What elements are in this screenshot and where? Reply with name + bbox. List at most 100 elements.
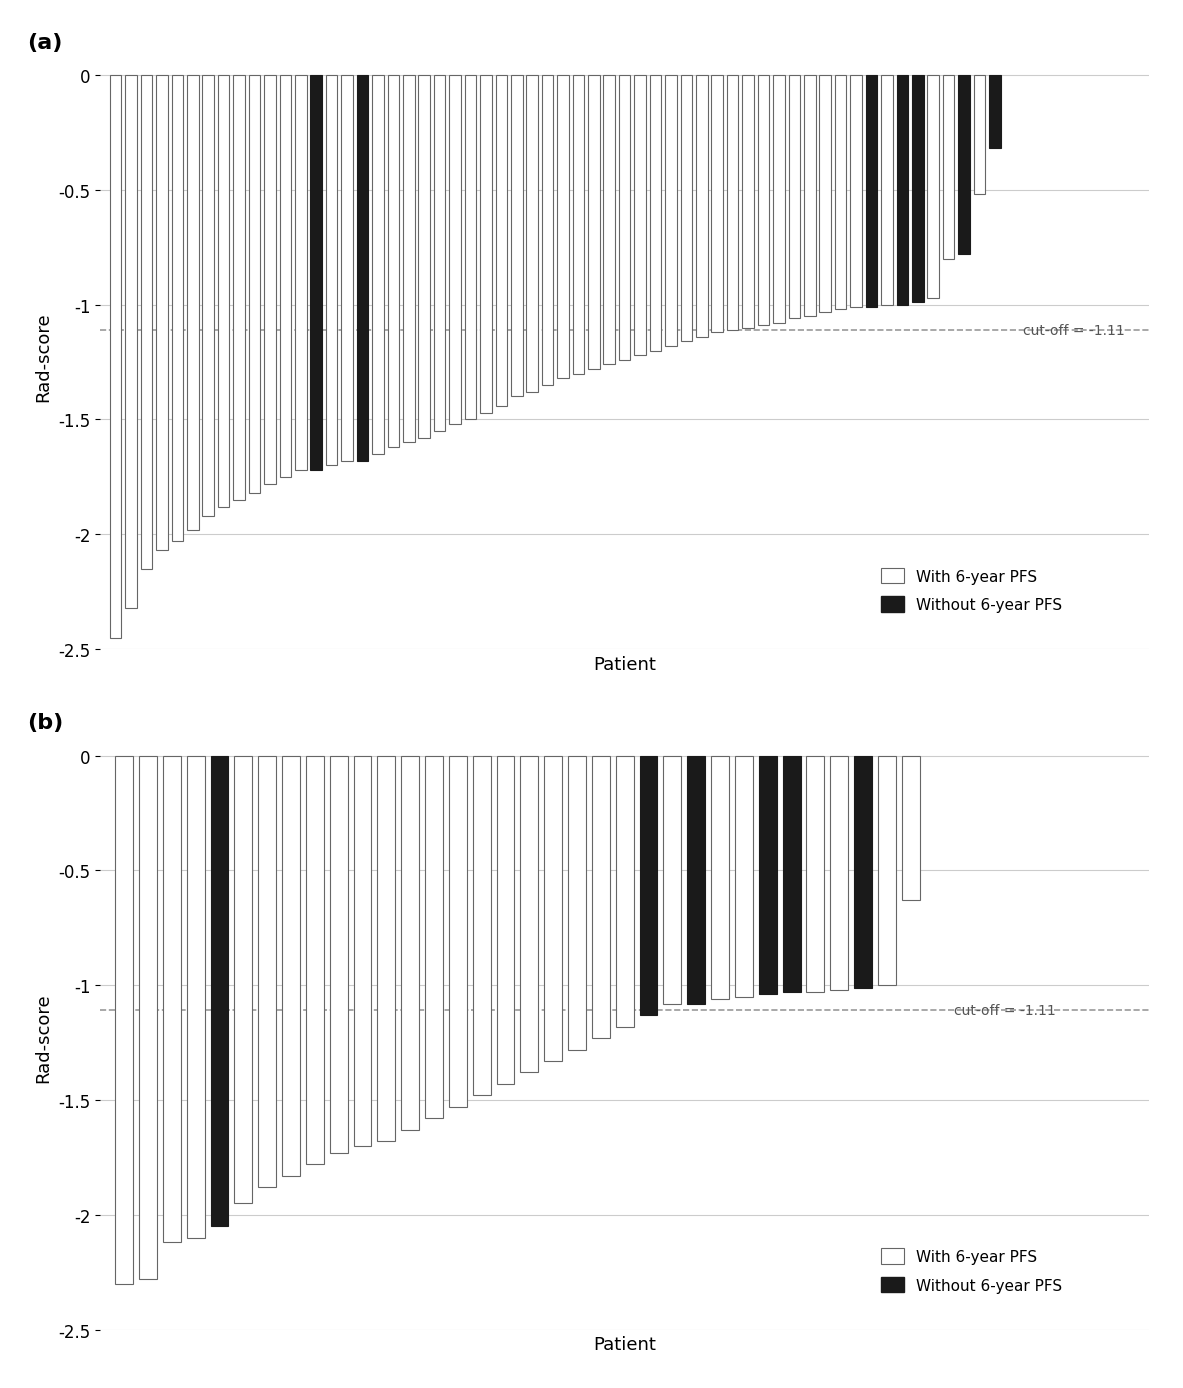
X-axis label: Patient: Patient [593, 655, 655, 673]
Bar [788, 76, 800, 319]
Bar [218, 76, 230, 508]
Bar [511, 76, 522, 397]
Bar [639, 756, 657, 1016]
Bar [211, 756, 228, 1227]
Bar [742, 76, 754, 329]
Text: cut-off = -1.11: cut-off = -1.11 [1022, 323, 1124, 337]
Bar [433, 76, 445, 432]
Legend: With 6-year PFS, Without 6-year PFS: With 6-year PFS, Without 6-year PFS [874, 562, 1067, 619]
Bar [141, 76, 153, 569]
Bar [544, 756, 562, 1062]
Bar [234, 756, 252, 1203]
Bar [758, 756, 776, 995]
Bar [819, 76, 830, 312]
Bar [138, 756, 157, 1280]
Bar [521, 756, 538, 1073]
Bar [496, 756, 515, 1084]
Bar [496, 76, 506, 407]
Bar [387, 76, 399, 448]
Bar [480, 76, 491, 414]
Y-axis label: Rad-score: Rad-score [34, 992, 53, 1081]
Bar [163, 756, 181, 1242]
Bar [110, 76, 122, 638]
Bar [354, 756, 371, 1146]
Bar [735, 756, 752, 997]
Bar [187, 756, 205, 1238]
Bar [557, 76, 568, 379]
Bar [526, 76, 537, 393]
Bar [806, 756, 823, 992]
Bar [371, 76, 383, 454]
Bar [377, 756, 395, 1141]
Bar [853, 756, 872, 988]
Bar [901, 756, 919, 901]
Bar [464, 76, 476, 421]
Text: (a): (a) [27, 33, 63, 53]
Bar [988, 76, 1000, 150]
Bar [233, 76, 245, 501]
Bar [782, 756, 800, 992]
Y-axis label: Rad-score: Rad-score [34, 312, 53, 401]
Bar [115, 756, 132, 1284]
Bar [172, 76, 183, 541]
Bar [615, 756, 633, 1027]
Bar [156, 76, 168, 551]
Bar [282, 756, 299, 1176]
Bar [634, 76, 646, 355]
Bar [942, 76, 953, 260]
Bar [865, 76, 877, 308]
Bar [588, 76, 600, 369]
Bar [649, 76, 661, 351]
Bar [356, 76, 368, 461]
Bar [972, 76, 984, 196]
Legend: With 6-year PFS, Without 6-year PFS: With 6-year PFS, Without 6-year PFS [874, 1242, 1067, 1299]
Bar [341, 76, 353, 461]
Bar [896, 76, 907, 305]
Bar [329, 756, 348, 1153]
Bar [425, 756, 442, 1119]
Bar [264, 76, 276, 484]
Bar [542, 76, 552, 386]
Bar [696, 76, 707, 337]
Bar [310, 76, 322, 471]
Bar [662, 756, 680, 1004]
Bar [849, 76, 861, 308]
Bar [592, 756, 609, 1038]
Bar [726, 76, 738, 330]
Bar [325, 76, 337, 466]
Bar [258, 756, 276, 1188]
Bar [619, 76, 631, 361]
Text: cut-off = -1.11: cut-off = -1.11 [953, 1004, 1055, 1017]
Bar [279, 76, 291, 477]
Bar [418, 76, 429, 439]
Bar [665, 76, 677, 347]
Bar [295, 76, 306, 471]
Bar [305, 756, 323, 1165]
Bar [711, 756, 729, 999]
Bar [680, 76, 692, 341]
Bar [448, 756, 466, 1108]
Bar [402, 76, 414, 443]
Bar [248, 76, 260, 494]
Bar [834, 76, 846, 310]
Bar [603, 76, 615, 365]
Text: (b): (b) [27, 713, 63, 733]
Bar [202, 76, 214, 516]
Bar [568, 756, 586, 1049]
Bar [573, 76, 583, 375]
Bar [687, 756, 705, 1004]
Bar [803, 76, 815, 316]
Bar [472, 756, 490, 1095]
Bar [401, 756, 419, 1130]
Bar [957, 76, 969, 255]
Bar [878, 756, 896, 985]
Bar [911, 76, 923, 303]
Bar [926, 76, 938, 298]
X-axis label: Patient: Patient [593, 1335, 655, 1353]
Bar [880, 76, 892, 305]
Bar [448, 76, 460, 425]
Bar [772, 76, 784, 323]
Bar [829, 756, 847, 990]
Bar [187, 76, 199, 530]
Bar [125, 76, 137, 608]
